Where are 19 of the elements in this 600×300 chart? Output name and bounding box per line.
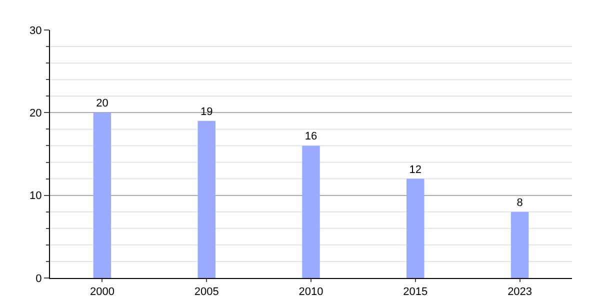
- x-tick-label: 2000: [90, 286, 114, 298]
- data-label: 8: [516, 196, 523, 209]
- x-tick-label: 2023: [508, 286, 532, 298]
- bar: [406, 178, 424, 278]
- x-tick-label: 2015: [403, 286, 428, 298]
- bar: [302, 146, 320, 278]
- y-tick-label: 0: [36, 272, 42, 285]
- y-tick-label: 30: [30, 24, 42, 37]
- data-label: 12: [409, 164, 422, 176]
- data-label: 16: [304, 130, 318, 143]
- data-label: 19: [200, 106, 213, 118]
- bar: [93, 112, 112, 278]
- bar: [510, 212, 529, 278]
- bar: [198, 120, 216, 278]
- y-tick-label: 20: [30, 108, 42, 120]
- y-tick-label: 10: [30, 190, 42, 202]
- x-tick-label: 2005: [194, 286, 219, 298]
- x-tick-label: 2010: [298, 286, 324, 298]
- data-label: 20: [96, 98, 108, 110]
